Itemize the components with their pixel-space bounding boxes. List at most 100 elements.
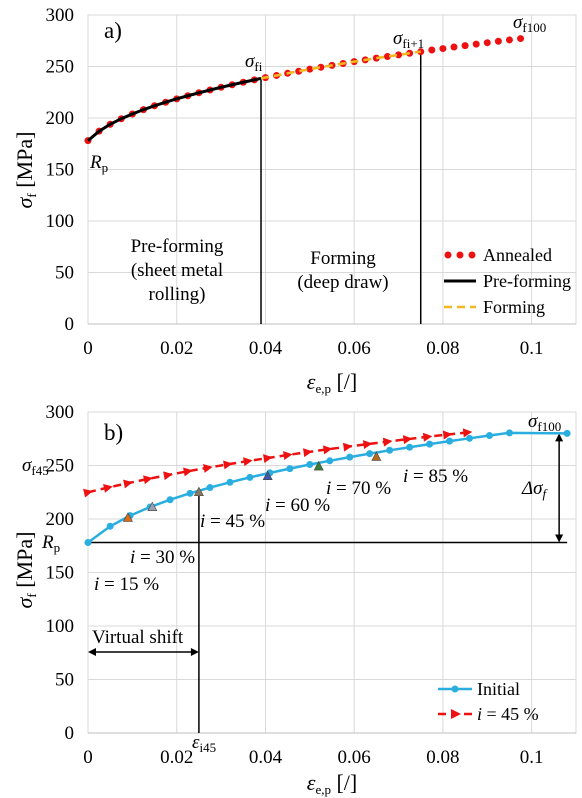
- data-point-annealed: [439, 45, 447, 53]
- data-point-initial: [84, 539, 92, 547]
- x-tick-label: 0: [83, 338, 93, 359]
- marker-label-i15: i = 15 %: [94, 574, 159, 595]
- data-point-i45-arrow: [462, 428, 473, 438]
- y-tick-label: 250: [46, 456, 75, 477]
- data-point-initial: [386, 446, 394, 454]
- legend-b-initial-dot: [451, 685, 459, 693]
- data-point-i45-arrow: [283, 451, 293, 461]
- x-tick-label: 0.1: [520, 747, 544, 768]
- data-point-annealed: [450, 43, 458, 51]
- data-point-initial: [466, 434, 474, 442]
- data-point-i45-arrow: [163, 471, 173, 481]
- legend-a-preforming-label: Pre-forming: [483, 271, 571, 291]
- data-point-initial: [186, 489, 194, 497]
- data-point-annealed: [428, 46, 436, 54]
- eps-i45-label: εi45: [192, 732, 216, 755]
- data-point-initial: [286, 465, 294, 473]
- data-point-initial: [106, 522, 114, 530]
- forming-text-2: (deep draw): [297, 272, 388, 293]
- panel-label-a: a): [104, 18, 122, 43]
- data-point-i45-arrow: [263, 454, 273, 464]
- data-point-i45-arrow: [342, 442, 353, 452]
- forming-text-1: Forming: [310, 248, 376, 269]
- axes-a: 0 50 100 150 200 250 300 0 0.02 0.04 0.06 0.08 0.1: [46, 5, 576, 359]
- x-tick-label: 0.08: [426, 747, 459, 768]
- y-tick-label: 50: [55, 263, 74, 284]
- rp-label-a: Rp: [89, 152, 108, 175]
- x-tick-label: 0.04: [249, 747, 283, 768]
- data-point-initial: [326, 457, 334, 465]
- preforming-text-3: rolling): [149, 284, 206, 305]
- data-point-initial: [485, 432, 493, 440]
- preforming-text-2: (sheet metal: [131, 260, 223, 281]
- axes-b: 0 50 100 150 200 250 300 0 0.02 0.04 0.06 0.08 0.1: [46, 402, 576, 768]
- data-point-i45-arrow: [223, 460, 233, 470]
- sigma-f100-symbol-a: σ: [513, 12, 523, 33]
- guides-b: [88, 433, 568, 733]
- data-point-annealed: [317, 63, 325, 71]
- legend-a-forming-label: Forming: [483, 297, 545, 317]
- sigma-fi-label: σfi: [245, 51, 263, 74]
- data-point-initial: [563, 429, 571, 437]
- data-point-i45-arrow: [362, 440, 373, 450]
- data-point-initial: [505, 429, 513, 437]
- data-point-annealed: [461, 42, 469, 50]
- gridlines-a: [88, 14, 576, 324]
- data-point-annealed: [306, 65, 314, 73]
- y-tick-label: 300: [46, 402, 75, 423]
- data-point-initial: [226, 478, 234, 486]
- data-point-annealed: [483, 39, 491, 47]
- data-point-initial: [406, 443, 414, 451]
- y-tick-label: 0: [65, 314, 75, 335]
- data-point-initial: [366, 450, 374, 458]
- y-tick-label: 150: [46, 160, 75, 181]
- x-axis-label-a: εe,p [/]: [307, 369, 357, 396]
- y-tick-label: 0: [65, 723, 75, 744]
- sigma-f100-subscript-a: f100: [522, 20, 546, 35]
- legend-dot: [444, 251, 452, 259]
- rp-label-b: Rp: [41, 532, 60, 555]
- preforming-text-1: Pre-forming: [131, 236, 224, 257]
- y-axis-label-a: σf [MPa]: [12, 132, 39, 209]
- data-point-annealed: [472, 40, 480, 48]
- marker-label-i45: i = 45 %: [200, 511, 265, 532]
- y-tick-label: 300: [46, 5, 75, 26]
- rp-symbol-a: R: [89, 152, 102, 173]
- data-point-i45-arrow: [203, 463, 213, 473]
- data-point-i45-arrow: [382, 437, 393, 447]
- x-tick-label: 0.06: [338, 338, 371, 359]
- y-axis-label-b: σf [MPa]: [12, 532, 39, 609]
- y-tick-label: 100: [46, 616, 75, 637]
- marker-triangle: [122, 512, 133, 522]
- data-point-i45-arrow: [143, 475, 153, 485]
- x-tick-label: 0.06: [338, 747, 371, 768]
- data-point-i45-arrow: [402, 435, 413, 445]
- data-point-annealed: [395, 51, 403, 59]
- data-point-i45-arrow: [103, 484, 113, 493]
- marker-triangle: [371, 451, 382, 461]
- sigma-f45-label: σf45: [22, 455, 49, 478]
- gridlines-b: [88, 411, 576, 733]
- data-point-i45-arrow: [243, 457, 253, 467]
- legend-b-initial-label: Initial: [477, 679, 520, 699]
- data-point-i45-arrow: [442, 430, 453, 440]
- panel-label-b: b): [104, 420, 123, 445]
- legend-a: Annealed Pre-forming Forming: [444, 245, 571, 317]
- series-line-preforming: [87, 76, 262, 142]
- data-point-annealed: [517, 35, 525, 43]
- sigma-f100-label-b: σf100: [528, 411, 561, 434]
- y-tick-label: 250: [46, 57, 75, 78]
- data-point-annealed: [505, 36, 513, 44]
- data-point-initial: [346, 453, 354, 461]
- series-line-forming: [260, 50, 421, 80]
- rp-subscript-a: p: [102, 160, 109, 175]
- markers-b: [122, 451, 382, 522]
- data-point-i45-arrow: [323, 445, 333, 455]
- y-tick-label: 150: [46, 563, 75, 584]
- marker-label-i85: i = 85 %: [403, 466, 468, 487]
- delta-sigma-label: Δσf: [521, 478, 549, 501]
- data-point-initial: [426, 440, 434, 448]
- x-tick-label: 0: [83, 747, 93, 768]
- y-tick-label: 200: [46, 509, 75, 530]
